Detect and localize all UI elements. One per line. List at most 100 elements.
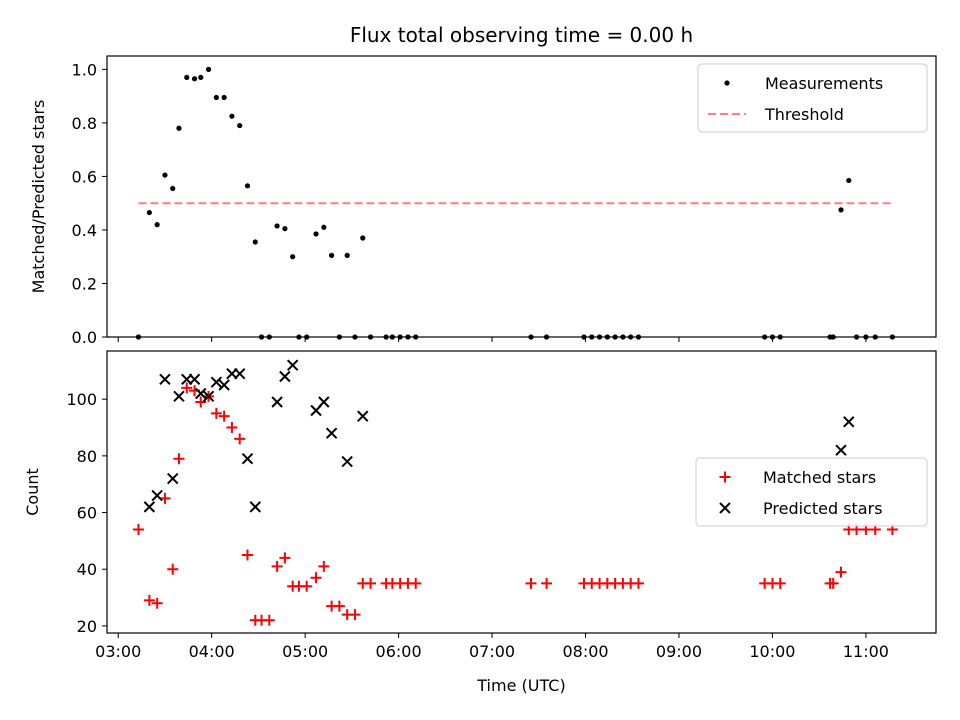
measurement-point (229, 113, 235, 119)
y-tick-label: 0.8 (72, 114, 97, 133)
measurement-point (176, 125, 182, 131)
measurement-point (237, 122, 243, 129)
legend-label: Predicted stars (763, 499, 883, 518)
legend-label: Threshold (764, 105, 844, 124)
x-axis-label: Time (UTC) (476, 676, 565, 695)
predicted-stars-point (835, 444, 847, 456)
measurement-point (198, 74, 204, 81)
legend-swatch (719, 502, 731, 514)
predicted-stars-point (843, 416, 855, 428)
matched-stars-point (310, 572, 322, 584)
matched-stars-point (143, 594, 155, 606)
measurement-point (290, 254, 296, 260)
measurement-point (344, 252, 350, 258)
legend: Matched stars Predicted stars (695, 457, 928, 527)
measurement-point (162, 172, 168, 178)
measurement-point (329, 252, 335, 258)
legend-label: Measurements (765, 74, 883, 93)
matched-stars-point (349, 609, 361, 621)
predicted-stars-point (341, 455, 353, 468)
x-tick-label: 04:00 (189, 642, 235, 661)
y-axis-label: Count (23, 468, 42, 516)
plot-frame (106, 55, 937, 338)
matched-stars-point (226, 422, 238, 434)
predicted-stars-point (195, 387, 207, 400)
legend-swatch (724, 80, 730, 86)
measurement-point (191, 76, 198, 82)
matched-stars-point (151, 597, 163, 609)
x-tick-label: 11:00 (843, 642, 889, 661)
matched-stars-point (525, 577, 537, 589)
measurement-point (221, 94, 227, 101)
matched-stars-point (173, 453, 185, 465)
x-tick-label: 08:00 (562, 642, 608, 661)
predicted-stars-point (241, 452, 254, 465)
y-tick-label: 20 (77, 617, 97, 636)
plot-frame (106, 350, 937, 634)
matched-stars-point (774, 577, 786, 589)
matched-stars-point (301, 580, 313, 592)
y-tick-label: 0.6 (72, 167, 97, 186)
measurement-point (838, 207, 844, 213)
measurement-point (170, 185, 176, 192)
y-tick-label: 0.0 (72, 328, 97, 347)
measurement-point (321, 224, 327, 230)
bottom-panel-counts: 03:00 04:00 05:00 06:00 07:00 08:00 09:00 10:00… (23, 350, 937, 661)
predicted-stars-point (143, 501, 156, 513)
predicted-stars-point (188, 373, 201, 386)
x-tick-label: 05:00 (282, 642, 328, 661)
measurement-point (282, 226, 288, 232)
matched-stars-point (632, 577, 644, 589)
y-tick-label: 0.2 (72, 274, 97, 293)
matched-stars-point (167, 563, 179, 575)
predicted-stars-point (167, 472, 179, 485)
matched-stars-point (195, 396, 207, 408)
y-tick-label: 60 (77, 504, 97, 523)
legend-swatch (719, 471, 731, 483)
measurement-point (244, 183, 251, 189)
matched-stars-point (210, 407, 222, 419)
matched-stars-point (835, 566, 847, 578)
x-tick-label: 07:00 (469, 642, 515, 661)
x-tick-label: 03:00 (95, 642, 141, 661)
matched-stars-point (234, 433, 246, 445)
matched-stars-point (263, 614, 275, 626)
predicted-stars-point (325, 427, 338, 439)
measurement-point (274, 223, 280, 229)
matched-stars-point (365, 577, 377, 589)
predicted-stars-point (286, 359, 299, 371)
matched-stars-point (541, 577, 553, 589)
y-tick-label: 40 (77, 560, 97, 579)
predicted-stars-point (271, 396, 283, 408)
x-tick-label: 10:00 (749, 642, 795, 661)
matched-stars-point (318, 560, 330, 572)
x-tick-label: 06:00 (376, 642, 422, 661)
legend-label: Matched stars (763, 468, 876, 487)
matched-stars-point (132, 524, 144, 536)
chart-title: Flux total observing time = 0.00 h (350, 23, 693, 47)
predicted-stars-point (159, 373, 171, 386)
legend: Measurements Threshold (697, 63, 928, 133)
predicted-stars-point (151, 489, 163, 502)
predicted-stars-point (357, 410, 369, 422)
measurement-point (146, 209, 152, 216)
y-tick-label: 0.4 (72, 221, 97, 240)
matched-stars-point (333, 600, 345, 612)
matched-stars-point (279, 552, 291, 564)
y-axis-label: Matched/Predicted stars (29, 100, 48, 294)
top-panel-ratio: 0.0 0.2 0.4 0.6 0.8 1.0 Matched/Predicted star… (29, 55, 937, 347)
measurement-point (360, 235, 366, 241)
measurement-point (154, 222, 160, 228)
measurement-point (252, 239, 258, 245)
predicted-stars-point (173, 390, 185, 403)
x-tick-label: 09:00 (656, 642, 702, 661)
matched-stars-point (181, 382, 193, 394)
measurement-point (184, 74, 190, 81)
y-tick-label: 80 (77, 447, 97, 466)
measurement-point (313, 231, 319, 237)
predicted-stars-point (218, 379, 230, 391)
predicted-stars-point (249, 501, 261, 513)
matched-stars-point (827, 577, 839, 589)
predicted-stars-point (279, 370, 291, 383)
